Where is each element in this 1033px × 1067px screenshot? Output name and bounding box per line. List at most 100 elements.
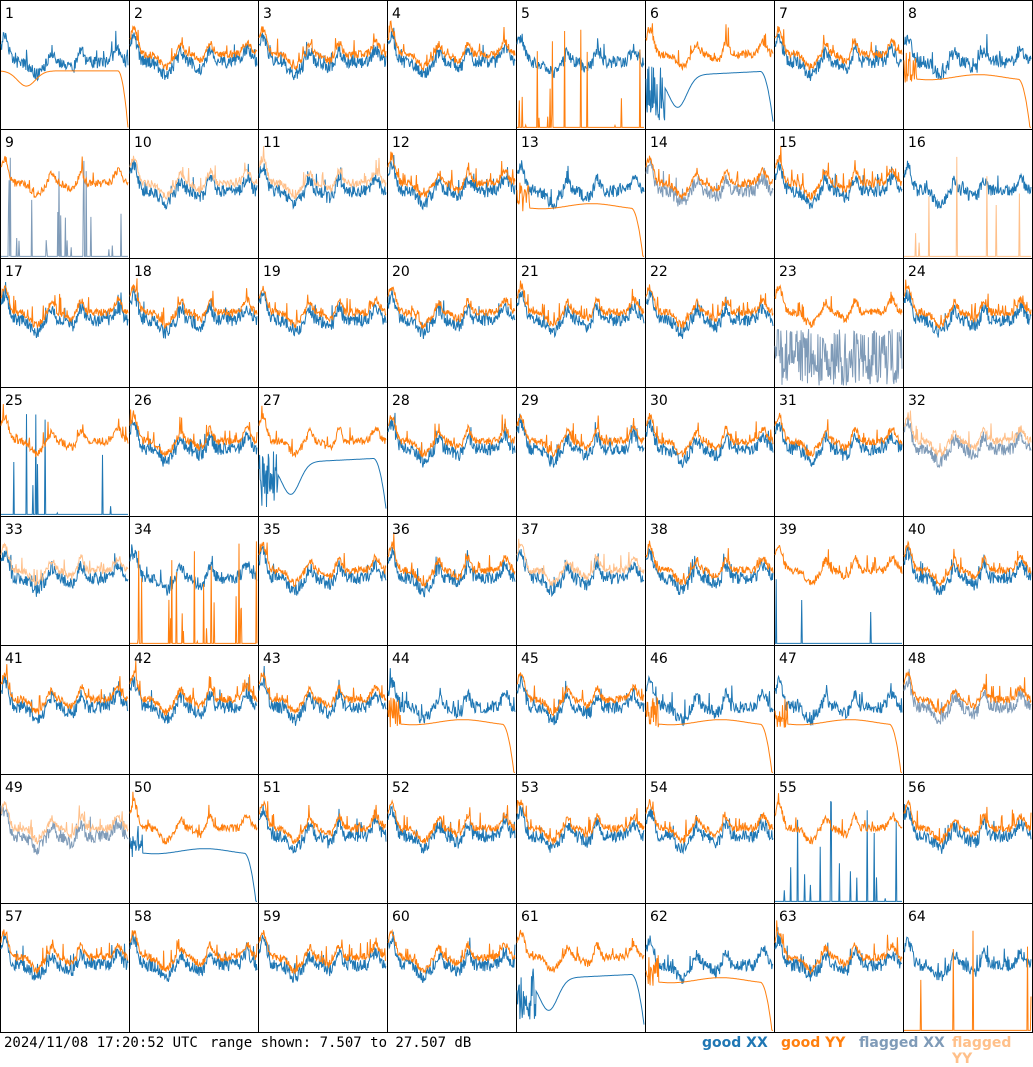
panel-62: 62 bbox=[645, 903, 775, 1033]
panel-label-45: 45 bbox=[521, 651, 539, 667]
series-yy-38 bbox=[645, 540, 774, 586]
panel-41: 41 bbox=[0, 645, 130, 775]
panel-label-24: 24 bbox=[908, 264, 926, 280]
panel-label-38: 38 bbox=[650, 522, 668, 538]
series-yy-51 bbox=[258, 799, 387, 845]
series-yy-17 bbox=[0, 284, 129, 328]
panel-label-57: 57 bbox=[5, 909, 23, 925]
panel-24: 24 bbox=[903, 258, 1033, 388]
series-xx-11 bbox=[258, 163, 387, 210]
panel-label-2: 2 bbox=[134, 6, 143, 22]
panel-46: 46 bbox=[645, 645, 775, 775]
spectra-grid: 1 2 3 4 5 6 7 8 9 10 11 12 13 14 15 16 17 18 19 20 21 22 23 24 2… bbox=[0, 0, 1033, 1033]
series-yy-39 bbox=[774, 544, 903, 586]
panel-label-28: 28 bbox=[392, 393, 410, 409]
series-xx-27 bbox=[258, 451, 387, 509]
panel-9: 9 bbox=[0, 129, 130, 259]
panel-label-8: 8 bbox=[908, 6, 917, 22]
series-yy-43 bbox=[258, 672, 387, 715]
series-yy-41 bbox=[0, 664, 129, 715]
panel-58: 58 bbox=[129, 903, 259, 1033]
panel-43: 43 bbox=[258, 645, 388, 775]
panel-label-15: 15 bbox=[779, 135, 797, 151]
series-xx-36 bbox=[387, 546, 516, 598]
series-xx-53 bbox=[516, 804, 645, 853]
series-xx-30 bbox=[645, 417, 774, 468]
series-xx-46 bbox=[646, 675, 774, 727]
panel-2: 2 bbox=[129, 0, 259, 130]
panel-11: 11 bbox=[258, 129, 388, 259]
series-xx-10 bbox=[129, 159, 258, 210]
panel-22: 22 bbox=[645, 258, 775, 388]
legend-flagged-xx: flagged XX bbox=[859, 1035, 945, 1051]
series-xx-38 bbox=[645, 547, 774, 595]
panel-28: 28 bbox=[387, 387, 517, 517]
series-yy-28 bbox=[387, 414, 516, 458]
series-yy-12 bbox=[387, 151, 516, 198]
series-xx-59 bbox=[258, 935, 387, 983]
panel-label-7: 7 bbox=[779, 6, 788, 22]
series-yy-26 bbox=[129, 409, 258, 458]
series-xx-3 bbox=[258, 33, 387, 81]
panel-label-47: 47 bbox=[779, 651, 797, 667]
panel-label-11: 11 bbox=[263, 135, 281, 151]
panel-35: 35 bbox=[258, 516, 388, 646]
panel-40: 40 bbox=[903, 516, 1033, 646]
series-yy-23 bbox=[774, 284, 903, 328]
panel-57: 57 bbox=[0, 903, 130, 1033]
panel-36: 36 bbox=[387, 516, 517, 646]
series-yy-63 bbox=[774, 920, 903, 976]
series-xx-9 bbox=[1, 157, 128, 257]
series-xx-34 bbox=[129, 544, 258, 596]
panel-label-43: 43 bbox=[263, 651, 281, 667]
series-yy-15 bbox=[774, 146, 903, 202]
panel-38: 38 bbox=[645, 516, 775, 646]
series-xx-25 bbox=[1, 414, 128, 515]
series-xx-32 bbox=[903, 414, 1032, 469]
series-xx-33 bbox=[0, 550, 129, 597]
panel-label-56: 56 bbox=[908, 780, 926, 796]
panel-54: 54 bbox=[645, 774, 775, 904]
series-xx-39 bbox=[775, 579, 902, 644]
panel-label-17: 17 bbox=[5, 264, 23, 280]
series-xx-54 bbox=[645, 806, 774, 855]
series-yy-55 bbox=[774, 793, 903, 845]
panel-label-40: 40 bbox=[908, 522, 926, 538]
panel-51: 51 bbox=[258, 774, 388, 904]
panel-label-39: 39 bbox=[779, 522, 797, 538]
series-yy-20 bbox=[387, 286, 516, 330]
series-xx-18 bbox=[129, 285, 258, 339]
panel-label-61: 61 bbox=[521, 909, 539, 925]
series-xx-22 bbox=[645, 289, 774, 339]
panel-label-5: 5 bbox=[521, 6, 530, 22]
panel-label-1: 1 bbox=[5, 6, 14, 22]
panel-12: 12 bbox=[387, 129, 517, 259]
series-xx-64 bbox=[903, 936, 1032, 982]
series-xx-23 bbox=[774, 329, 903, 386]
legend-good-xx: good XX bbox=[702, 1035, 768, 1051]
panel-4: 4 bbox=[387, 0, 517, 130]
series-xx-29 bbox=[516, 413, 645, 468]
series-yy-47 bbox=[774, 699, 902, 773]
panel-label-41: 41 bbox=[5, 651, 23, 667]
panel-1: 1 bbox=[0, 0, 130, 130]
series-xx-45 bbox=[516, 673, 645, 726]
series-xx-44 bbox=[387, 668, 516, 724]
series-xx-15 bbox=[774, 161, 903, 210]
panel-label-12: 12 bbox=[392, 135, 410, 151]
series-yy-49 bbox=[1, 801, 129, 845]
panel-13: 13 bbox=[516, 129, 646, 259]
panel-30: 30 bbox=[645, 387, 775, 517]
series-yy-18 bbox=[129, 278, 258, 329]
panel-7: 7 bbox=[774, 0, 904, 130]
series-xx-4 bbox=[387, 27, 516, 78]
series-xx-61 bbox=[516, 968, 645, 1025]
series-yy-46 bbox=[645, 696, 773, 773]
series-xx-51 bbox=[258, 804, 387, 854]
panel-label-48: 48 bbox=[908, 651, 926, 667]
panel-label-25: 25 bbox=[5, 393, 23, 409]
series-yy-16 bbox=[904, 156, 1031, 257]
panel-label-21: 21 bbox=[521, 264, 539, 280]
panel-label-4: 4 bbox=[392, 6, 401, 22]
